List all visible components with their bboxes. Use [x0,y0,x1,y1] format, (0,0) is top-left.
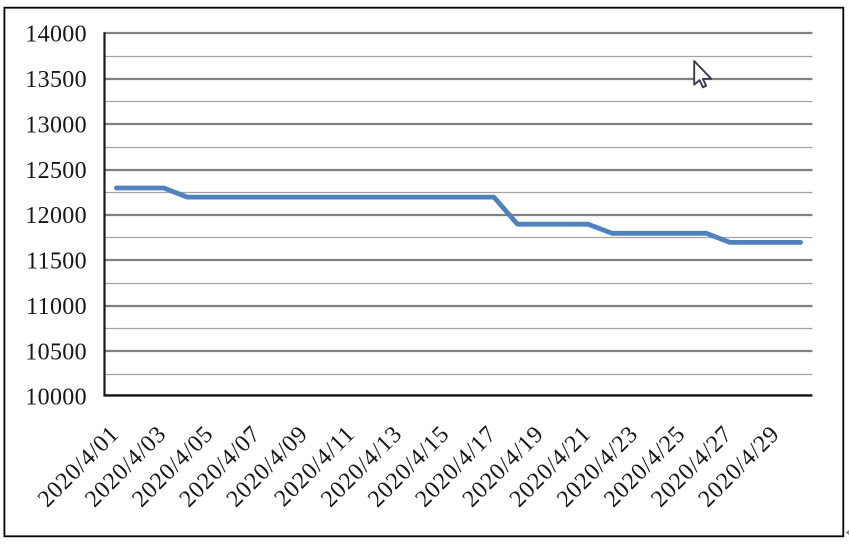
svg-text:14000: 14000 [25,22,87,48]
svg-text:10000: 10000 [25,385,87,411]
svg-text:11000: 11000 [26,294,87,320]
svg-text:10500: 10500 [25,339,87,365]
svg-text:11500: 11500 [26,249,87,275]
svg-text:13000: 13000 [25,112,87,138]
svg-text:12500: 12500 [25,158,87,184]
svg-text:13500: 13500 [25,67,87,93]
svg-text:12000: 12000 [25,203,87,229]
